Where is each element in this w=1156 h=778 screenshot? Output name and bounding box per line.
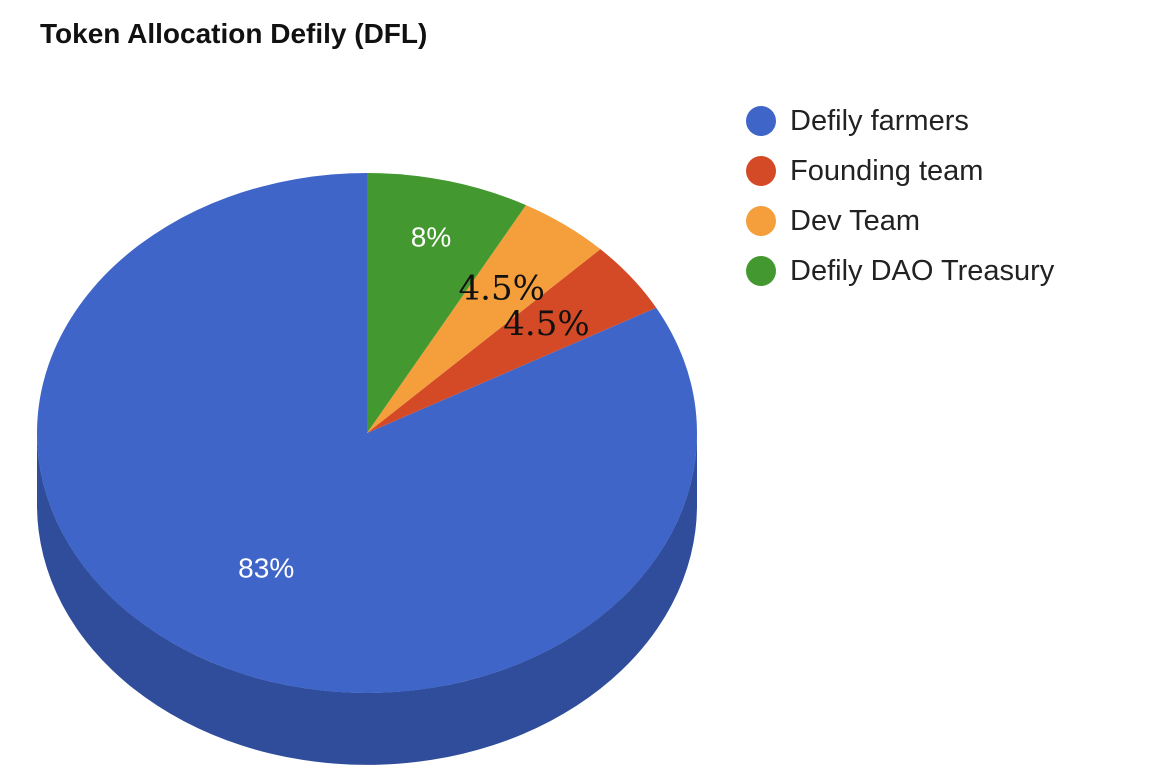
legend-swatch bbox=[746, 206, 776, 236]
slice-label-defily-farmers: 83% bbox=[238, 552, 294, 583]
legend-item-defily-dao-treasury: Defily DAO Treasury bbox=[746, 246, 1054, 296]
legend-label: Dev Team bbox=[790, 205, 920, 238]
legend-label: Defily DAO Treasury bbox=[790, 255, 1054, 288]
legend-item-dev-team: Dev Team bbox=[746, 196, 1054, 246]
legend-swatch bbox=[746, 156, 776, 186]
pie-top-layer bbox=[37, 173, 697, 693]
legend: Defily farmers Founding team Dev Team Defil… bbox=[746, 96, 1054, 296]
slice-label-dev-team: 4.5% bbox=[459, 269, 545, 309]
slice-label-defily-dao-treasury: 8% bbox=[411, 222, 451, 253]
legend-swatch bbox=[746, 256, 776, 286]
legend-item-founding-team: Founding team bbox=[746, 146, 1054, 196]
legend-label: Founding team bbox=[790, 155, 983, 188]
legend-label: Defily farmers bbox=[790, 105, 969, 138]
slice-label-founding-team: 4.5% bbox=[503, 304, 589, 344]
legend-swatch bbox=[746, 106, 776, 136]
legend-item-defily-farmers: Defily farmers bbox=[746, 96, 1054, 146]
